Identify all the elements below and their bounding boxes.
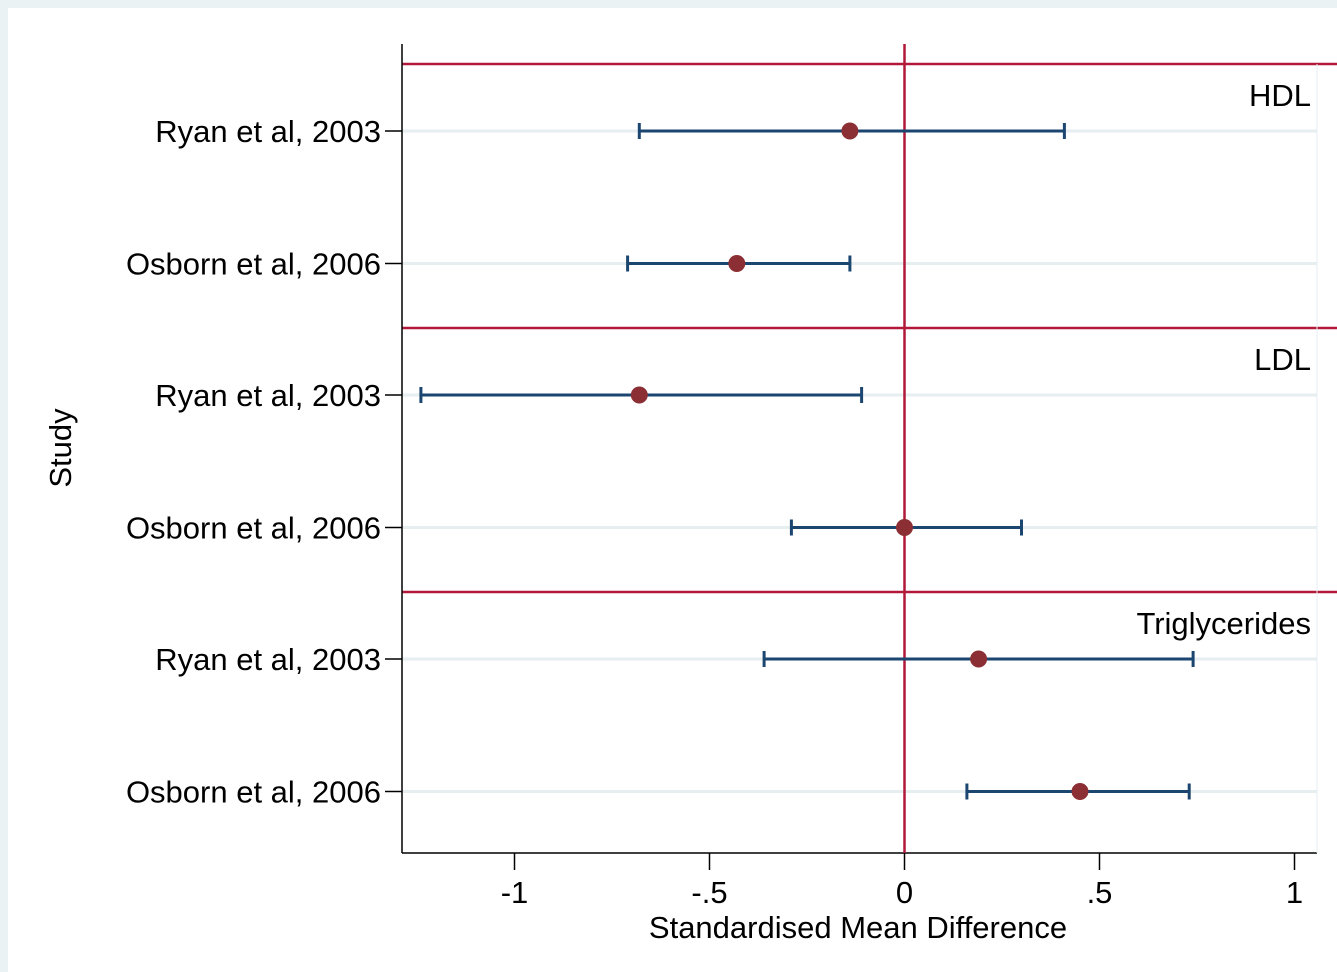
study-label: Ryan et al, 2003 (155, 642, 381, 677)
x-tick-label: -1 (501, 875, 529, 910)
study-estimates (419, 122, 1195, 800)
x-axis-title: Standardised Mean Difference (649, 910, 1067, 945)
point-estimate (1071, 783, 1089, 800)
x-tick-label: 1 (1286, 875, 1303, 910)
axes (401, 44, 1318, 854)
study-labels: Ryan et al, 2003 Osborn et al, 2006 Ryan e… (126, 114, 381, 810)
x-tick-label: 0 (896, 875, 913, 910)
point-estimate (841, 122, 859, 140)
y-axis-title: Study (43, 408, 78, 488)
group-label: Triglycerides (1136, 606, 1311, 641)
study-label: Osborn et al, 2006 (126, 247, 381, 282)
point-estimate (728, 255, 746, 272)
point-estimate (630, 386, 648, 404)
plot-panel (8, 8, 1337, 972)
study-label: Osborn et al, 2006 (126, 511, 381, 546)
x-axis-ticks: -1 -.5 0 .5 1 (501, 853, 1303, 910)
x-tick-label: -.5 (691, 875, 727, 910)
study-label: Ryan et al, 2003 (155, 378, 381, 413)
point-estimate (896, 519, 913, 536)
study-label: Ryan et al, 2003 (155, 114, 381, 149)
point-estimate (970, 650, 988, 668)
group-separators (402, 62, 1337, 594)
group-labels: HDL LDL Triglycerides (1136, 78, 1311, 641)
study-label: Osborn et al, 2006 (126, 775, 381, 810)
group-label: LDL (1254, 342, 1311, 377)
group-label: HDL (1249, 78, 1311, 113)
x-tick-label: .5 (1087, 875, 1113, 910)
